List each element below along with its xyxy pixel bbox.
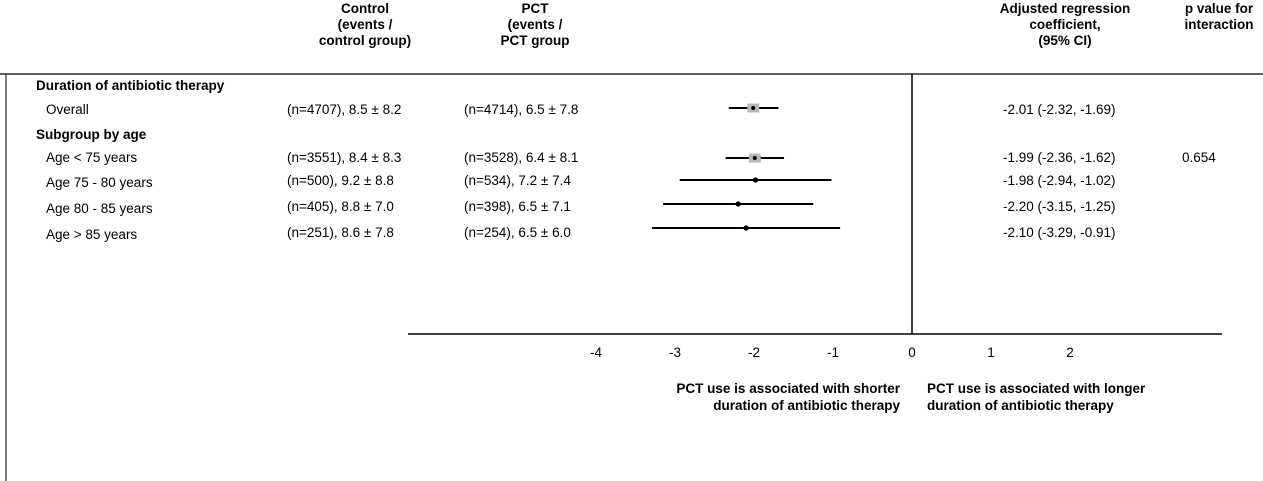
header-pct-line3: PCT group xyxy=(500,33,570,48)
note-shorter-line1: PCT use is associated with shorter xyxy=(676,381,900,396)
row-label: Age 75 - 80 years xyxy=(46,175,153,190)
tick-label: -1 xyxy=(827,345,839,360)
note-longer-line2: duration of antibiotic therapy xyxy=(927,398,1114,413)
header-control: Control (events / control group) xyxy=(285,1,445,49)
row-ci: -1.98 (-2.94, -1.02) xyxy=(1003,173,1116,188)
header-control-line2: (events / xyxy=(337,17,393,32)
header-coef-line1: Adjusted regression xyxy=(999,1,1131,16)
header-pvalue-line2: interaction xyxy=(1184,17,1254,32)
header-control-line1: Control xyxy=(341,1,389,16)
tick-label: 1 xyxy=(987,345,995,360)
row-label: Age 80 - 85 years xyxy=(46,201,153,216)
note-longer-line1: PCT use is associated with longer xyxy=(927,381,1146,396)
estimate-point xyxy=(752,156,757,160)
row-pct: (n=254), 6.5 ± 6.0 xyxy=(464,225,571,240)
header-pct-line1: PCT xyxy=(521,1,549,16)
row-control: (n=251), 8.6 ± 7.8 xyxy=(287,225,394,240)
header-coef: Adjusted regression coefficient, (95% CI… xyxy=(975,1,1155,49)
header-pct-line2: (events / xyxy=(507,17,563,32)
header-coef-line3: (95% CI) xyxy=(1038,33,1092,48)
header-coef-line2: coefficient, xyxy=(1029,17,1101,32)
note-shorter-line2: duration of antibiotic therapy xyxy=(713,398,900,413)
row-label: Overall xyxy=(46,102,89,117)
tick-label: -3 xyxy=(669,345,681,360)
estimate-point xyxy=(735,201,741,207)
header-pvalue: p value for interaction xyxy=(1175,1,1263,33)
tick-label: -2 xyxy=(748,345,760,360)
row-pct: (n=4714), 6.5 ± 7.8 xyxy=(464,102,579,117)
row-control: (n=4707), 8.5 ± 8.2 xyxy=(287,102,402,117)
row-pct: (n=398), 6.5 ± 7.1 xyxy=(464,199,571,214)
header-pct: PCT (events / PCT group xyxy=(460,1,610,49)
estimate-point xyxy=(751,106,756,110)
row-ci: -1.99 (-2.36, -1.62) xyxy=(1003,150,1116,165)
tick-label: 0 xyxy=(908,345,916,360)
row-control: (n=500), 9.2 ± 8.8 xyxy=(287,173,394,188)
header-pvalue-line1: p value for xyxy=(1184,1,1254,16)
row-pct: (n=3528), 6.4 ± 8.1 xyxy=(464,150,579,165)
header-control-line3: control group) xyxy=(318,33,412,48)
tick-label: -4 xyxy=(590,345,602,360)
row-label: Age > 85 years xyxy=(46,227,138,242)
row-pvalue: 0.654 xyxy=(1182,150,1216,165)
row-ci: -2.01 (-2.32, -1.69) xyxy=(1003,102,1116,117)
row-ci: -2.20 (-3.15, -1.25) xyxy=(1003,199,1116,214)
row-ci: -2.10 (-3.29, -0.91) xyxy=(1003,225,1116,240)
row-control: (n=3551), 8.4 ± 8.3 xyxy=(287,150,402,165)
section-subgroup-age: Subgroup by age xyxy=(36,127,147,142)
estimate-point xyxy=(743,225,749,231)
row-pct: (n=534), 7.2 ± 7.4 xyxy=(464,173,571,188)
section-duration: Duration of antibiotic therapy xyxy=(36,78,225,93)
tick-label: 2 xyxy=(1066,345,1074,360)
estimate-point xyxy=(752,177,759,183)
row-control: (n=405), 8.8 ± 7.0 xyxy=(287,199,394,214)
row-label: Age < 75 years xyxy=(46,150,138,165)
note-longer: PCT use is associated with longer durati… xyxy=(927,380,1227,414)
note-shorter: PCT use is associated with shorter durat… xyxy=(600,380,900,414)
